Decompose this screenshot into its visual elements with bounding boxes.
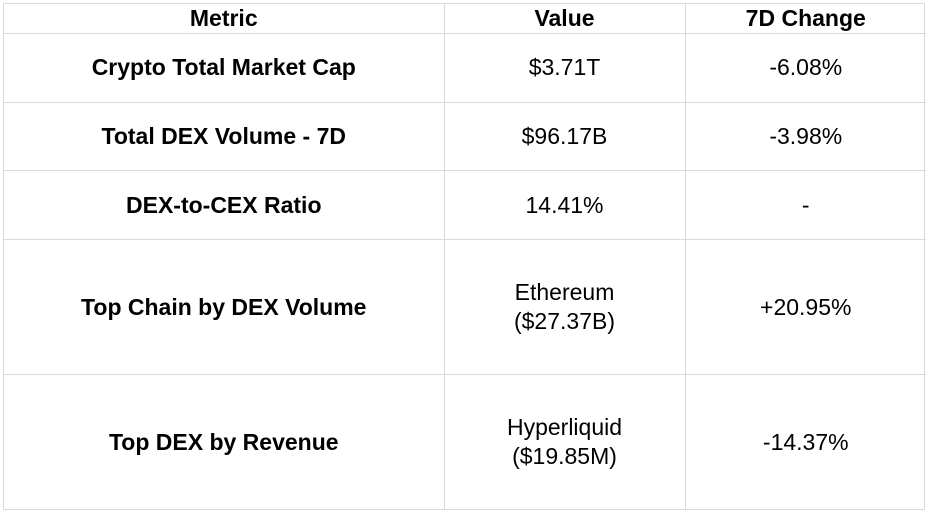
change-cell: -14.37% <box>684 374 926 509</box>
value-line: ($27.37B) <box>513 308 615 335</box>
change-cell: +20.95% <box>684 239 926 376</box>
table-row: Top Chain by DEX Volume Ethereum ($27.37… <box>4 239 926 376</box>
metric-cell: Total DEX Volume - 7D <box>4 101 445 172</box>
table-row: Crypto Total Market Cap $3.71T -6.08% <box>4 33 926 103</box>
header-value: Value <box>443 4 686 34</box>
change-cell: - <box>684 170 926 241</box>
metric-cell: Top DEX by Revenue <box>4 374 445 509</box>
value-cell: $3.71T <box>443 33 686 103</box>
table-header-row: Metric Value 7D Change <box>4 4 926 34</box>
header-metric: Metric <box>4 4 445 34</box>
metrics-table: Metric Value 7D Change Crypto Total Mark… <box>4 4 926 509</box>
value-cell: Hyperliquid ($19.85M) <box>443 374 686 509</box>
metrics-table-container: Metric Value 7D Change Crypto Total Mark… <box>3 3 926 510</box>
value-line: Ethereum <box>514 279 615 306</box>
metric-cell: Crypto Total Market Cap <box>4 33 445 103</box>
table-row: Top DEX by Revenue Hyperliquid ($19.85M)… <box>4 374 926 509</box>
header-7d-change: 7D Change <box>684 4 926 34</box>
metric-cell: Top Chain by DEX Volume <box>4 239 445 376</box>
table-row: DEX-to-CEX Ratio 14.41% - <box>4 170 926 241</box>
table-row: Total DEX Volume - 7D $96.17B -3.98% <box>4 101 926 172</box>
change-cell: -3.98% <box>684 101 926 172</box>
value-cell: $96.17B <box>443 101 686 172</box>
metric-cell: DEX-to-CEX Ratio <box>4 170 445 241</box>
value-line: Hyperliquid <box>506 414 623 441</box>
value-cell: 14.41% <box>443 170 686 241</box>
value-cell: Ethereum ($27.37B) <box>443 239 686 376</box>
change-cell: -6.08% <box>684 33 926 103</box>
value-line: ($19.85M) <box>512 443 617 470</box>
